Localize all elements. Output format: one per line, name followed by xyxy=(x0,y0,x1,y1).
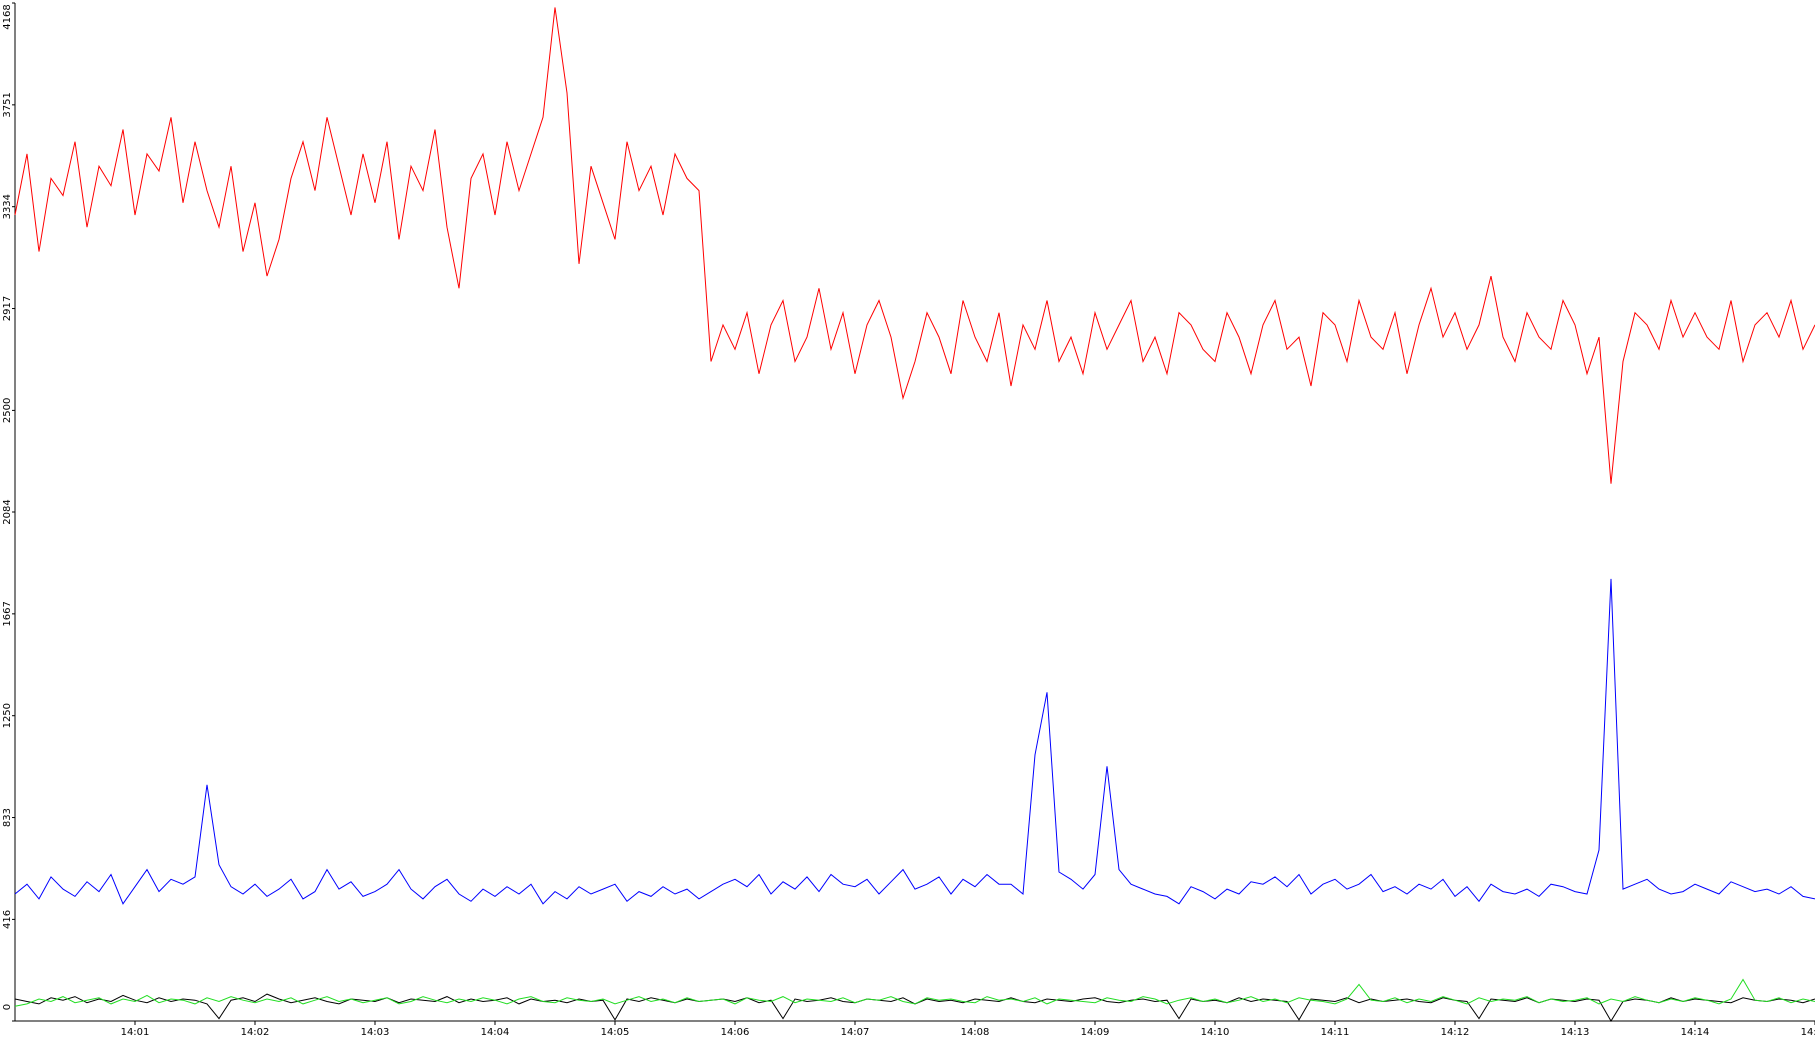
y-tick-label: 3751 xyxy=(2,92,13,117)
y-tick-label: 2917 xyxy=(2,296,13,321)
x-tick-label: 14:12 xyxy=(1441,1027,1470,1038)
x-tick-label: 14:08 xyxy=(961,1027,990,1038)
x-tick-label: 14:10 xyxy=(1201,1027,1230,1038)
x-tick-label: 14:09 xyxy=(1081,1027,1110,1038)
x-tick-label: 14:05 xyxy=(601,1027,630,1038)
x-tick-label: 14:13 xyxy=(1561,1027,1590,1038)
series-line xyxy=(14,7,1815,484)
x-tick-label: 14:01 xyxy=(121,1027,150,1038)
x-tick-label: 14:15 xyxy=(1801,1027,1815,1038)
series-line xyxy=(14,993,1815,1022)
y-tick-label: 1250 xyxy=(2,703,13,728)
x-tick-label: 14:06 xyxy=(721,1027,750,1038)
series-line xyxy=(14,978,1815,1007)
series-line xyxy=(14,578,1815,905)
y-tick-label: 416 xyxy=(2,910,13,929)
x-tick-label: 14:02 xyxy=(241,1027,270,1038)
y-tick-label: 4168 xyxy=(2,4,13,29)
x-tick-label: 14:07 xyxy=(841,1027,870,1038)
y-tick-label: 2500 xyxy=(2,398,13,423)
x-tick-label: 14:14 xyxy=(1681,1027,1710,1038)
y-tick-label: 2084 xyxy=(2,499,13,524)
x-tick-label: 14:11 xyxy=(1321,1027,1350,1038)
y-tick-label: 0 xyxy=(2,1004,13,1010)
x-tick-label: 14:04 xyxy=(481,1027,510,1038)
y-tick-label: 1667 xyxy=(2,601,13,626)
x-tick-label: 14:03 xyxy=(361,1027,390,1038)
y-tick-label: 3334 xyxy=(2,194,13,219)
y-tick-label: 833 xyxy=(2,808,13,827)
